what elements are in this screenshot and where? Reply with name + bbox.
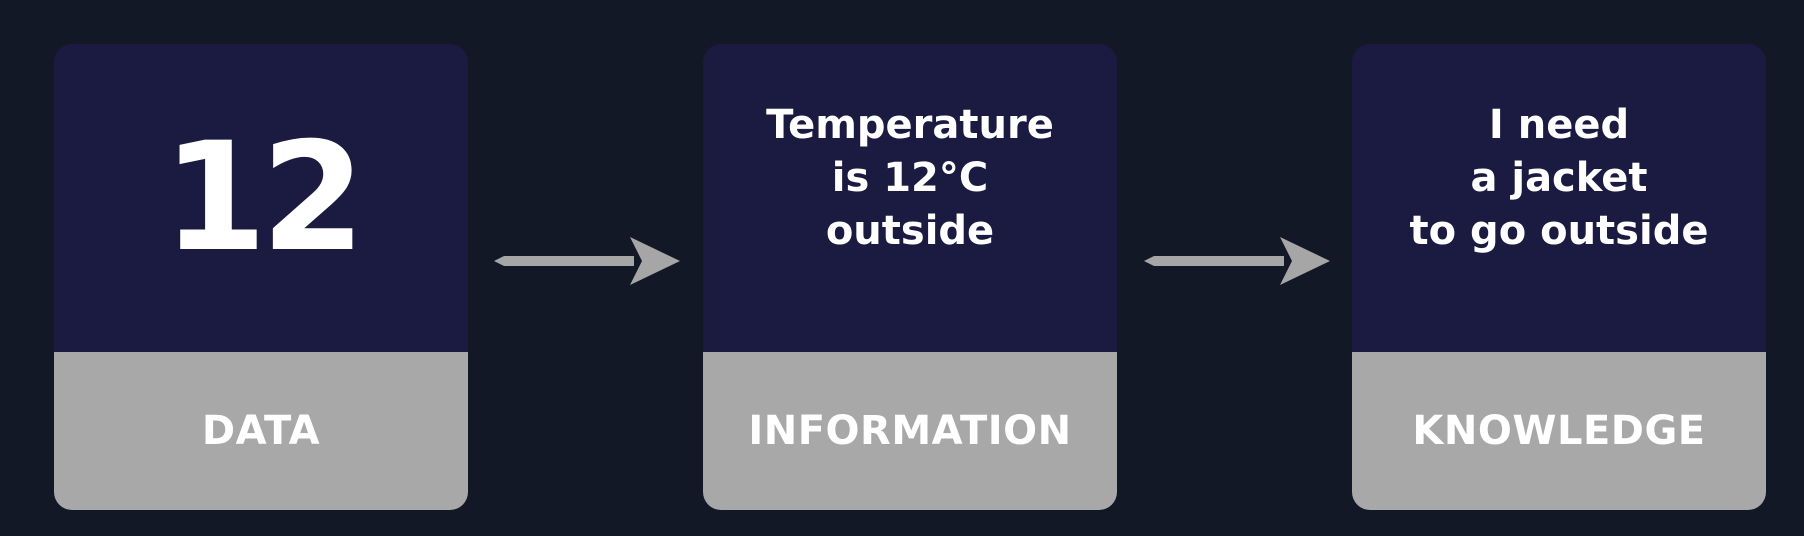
knowledge-line: I need <box>1488 101 1630 148</box>
arrow-right-icon <box>494 237 680 285</box>
information-line: outside <box>825 207 995 254</box>
card-data-footer: DATA <box>54 352 468 510</box>
data-value: 12 <box>162 111 366 285</box>
card-data-content: 12 <box>54 44 468 352</box>
arrow-right-icon <box>1144 237 1330 285</box>
information-label: INFORMATION <box>748 408 1072 454</box>
data-label: DATA <box>201 408 321 454</box>
information-line: Temperature <box>766 101 1054 148</box>
knowledge-line: to go outside <box>1409 207 1709 254</box>
information-line: is 12°C <box>831 154 989 201</box>
knowledge-statement: I need a jacket to go outside <box>1410 99 1709 258</box>
card-information: Temperature is 12°C outside INFORMATION <box>703 44 1117 510</box>
card-information-content: Temperature is 12°C outside <box>703 44 1117 352</box>
card-knowledge-footer: KNOWLEDGE <box>1352 352 1766 510</box>
knowledge-line: a jacket <box>1470 154 1648 201</box>
card-knowledge: I need a jacket to go outside KNOWLEDGE <box>1352 44 1766 510</box>
card-data: 12 DATA <box>54 44 468 510</box>
card-knowledge-content: I need a jacket to go outside <box>1352 44 1766 352</box>
information-statement: Temperature is 12°C outside <box>766 99 1054 258</box>
knowledge-label: KNOWLEDGE <box>1412 408 1706 454</box>
card-information-footer: INFORMATION <box>703 352 1117 510</box>
